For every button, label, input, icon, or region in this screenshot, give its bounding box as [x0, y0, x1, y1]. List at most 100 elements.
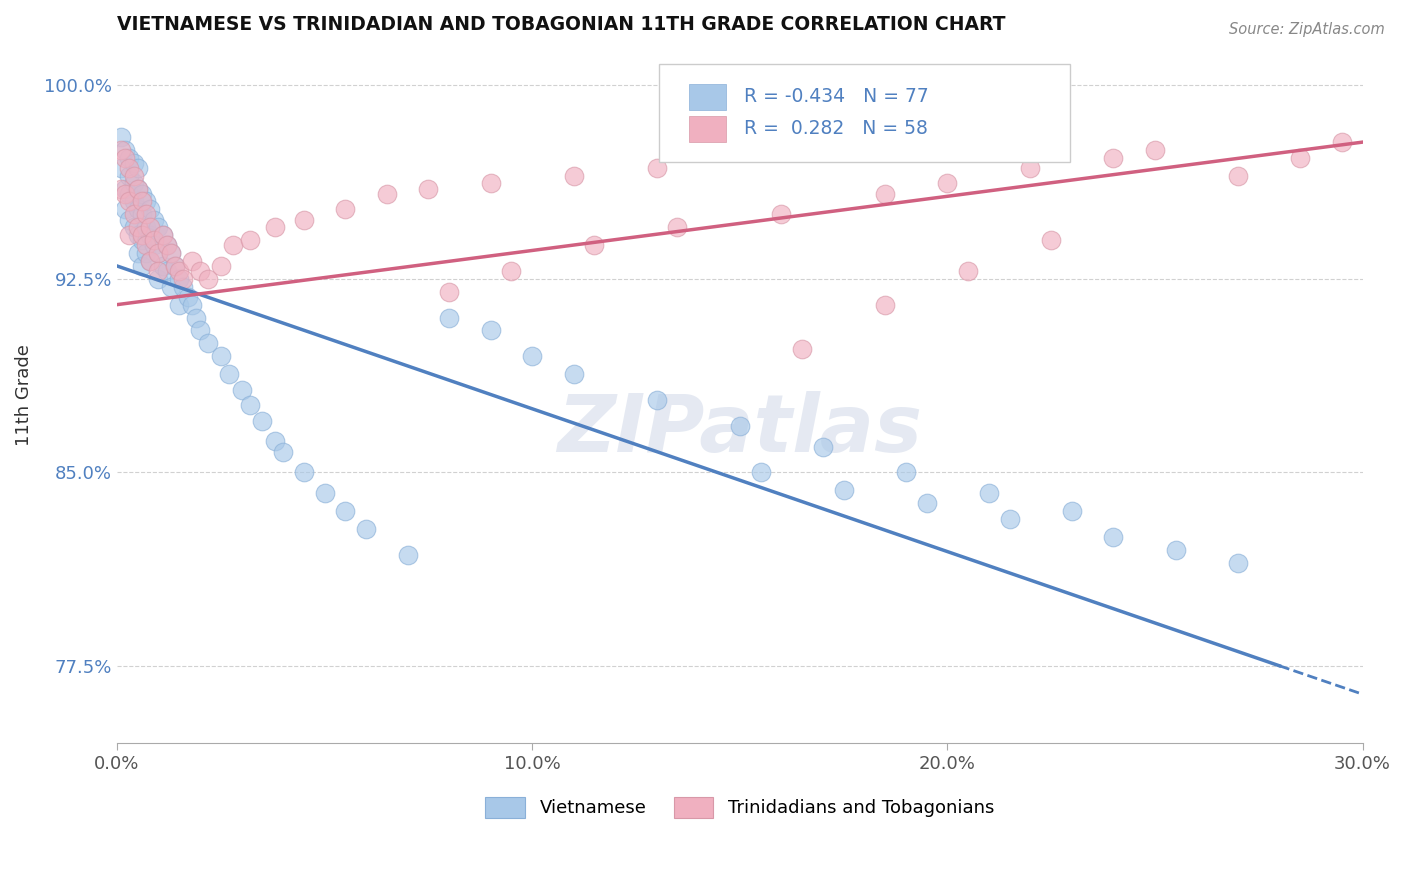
Text: R = -0.434   N = 77: R = -0.434 N = 77 — [744, 87, 928, 106]
Point — [832, 483, 855, 498]
Point — [790, 342, 813, 356]
Point — [180, 298, 202, 312]
Point — [437, 285, 460, 299]
Point — [135, 194, 157, 209]
Point — [998, 512, 1021, 526]
Point — [354, 522, 377, 536]
Point — [118, 194, 141, 209]
Point — [110, 143, 132, 157]
Point — [645, 393, 668, 408]
Point — [165, 259, 187, 273]
Point — [666, 220, 689, 235]
FancyBboxPatch shape — [689, 84, 725, 110]
Point — [127, 181, 149, 195]
Point — [122, 169, 145, 183]
Point — [122, 177, 145, 191]
Point — [252, 414, 274, 428]
Point — [110, 130, 132, 145]
Point — [749, 466, 772, 480]
Point — [135, 238, 157, 252]
Point — [127, 246, 149, 260]
Point — [894, 466, 917, 480]
Point — [645, 161, 668, 175]
Point — [180, 253, 202, 268]
Point — [271, 444, 294, 458]
Point — [172, 279, 194, 293]
Point — [915, 496, 938, 510]
Point — [127, 227, 149, 242]
Point — [160, 246, 183, 260]
Point — [1227, 556, 1250, 570]
Point — [165, 259, 187, 273]
Point — [1164, 542, 1187, 557]
Point — [139, 227, 162, 242]
Point — [152, 227, 174, 242]
Point — [209, 349, 232, 363]
Point — [156, 264, 179, 278]
Point — [231, 383, 253, 397]
Point — [135, 220, 157, 235]
Point — [131, 194, 153, 209]
Text: R =  0.282   N = 58: R = 0.282 N = 58 — [744, 120, 928, 138]
Point — [218, 368, 240, 382]
Point — [131, 233, 153, 247]
Point — [148, 272, 170, 286]
Point — [160, 279, 183, 293]
Point — [1019, 161, 1042, 175]
Text: ZIPatlas: ZIPatlas — [557, 391, 922, 469]
Point — [118, 151, 141, 165]
Point — [239, 398, 262, 412]
Point — [118, 169, 141, 183]
Point — [167, 298, 190, 312]
Point — [875, 298, 897, 312]
Point — [135, 246, 157, 260]
Point — [122, 194, 145, 209]
FancyBboxPatch shape — [659, 64, 1070, 161]
Text: VIETNAMESE VS TRINIDADIAN AND TOBAGONIAN 11TH GRADE CORRELATION CHART: VIETNAMESE VS TRINIDADIAN AND TOBAGONIAN… — [117, 15, 1005, 34]
Point — [1102, 530, 1125, 544]
Point — [131, 186, 153, 201]
Point — [139, 202, 162, 217]
Point — [957, 264, 980, 278]
Point — [122, 155, 145, 169]
Point — [875, 117, 897, 131]
Point — [114, 186, 136, 201]
Point — [811, 440, 834, 454]
Point — [131, 207, 153, 221]
Point — [160, 246, 183, 260]
Point — [114, 151, 136, 165]
Point — [167, 272, 190, 286]
Point — [114, 143, 136, 157]
Point — [143, 233, 166, 247]
Point — [1102, 151, 1125, 165]
Point — [1143, 143, 1166, 157]
Point — [770, 207, 793, 221]
Point — [114, 202, 136, 217]
Point — [437, 310, 460, 325]
Legend: Vietnamese, Trinidadians and Tobagonians: Vietnamese, Trinidadians and Tobagonians — [478, 789, 1001, 825]
Point — [1330, 135, 1353, 149]
Point — [875, 186, 897, 201]
Point — [184, 310, 207, 325]
Point — [197, 336, 219, 351]
Point — [131, 227, 153, 242]
Point — [172, 272, 194, 286]
Point — [148, 264, 170, 278]
Point — [209, 259, 232, 273]
Point — [562, 169, 585, 183]
Point — [148, 246, 170, 260]
Point — [148, 220, 170, 235]
Point — [197, 272, 219, 286]
Point — [127, 161, 149, 175]
Point — [335, 504, 357, 518]
Point — [728, 418, 751, 433]
Point — [239, 233, 262, 247]
Point — [1289, 151, 1312, 165]
Point — [314, 486, 336, 500]
Point — [375, 186, 398, 201]
Point — [396, 548, 419, 562]
Point — [114, 181, 136, 195]
Point — [520, 349, 543, 363]
Point — [143, 212, 166, 227]
Point — [156, 238, 179, 252]
